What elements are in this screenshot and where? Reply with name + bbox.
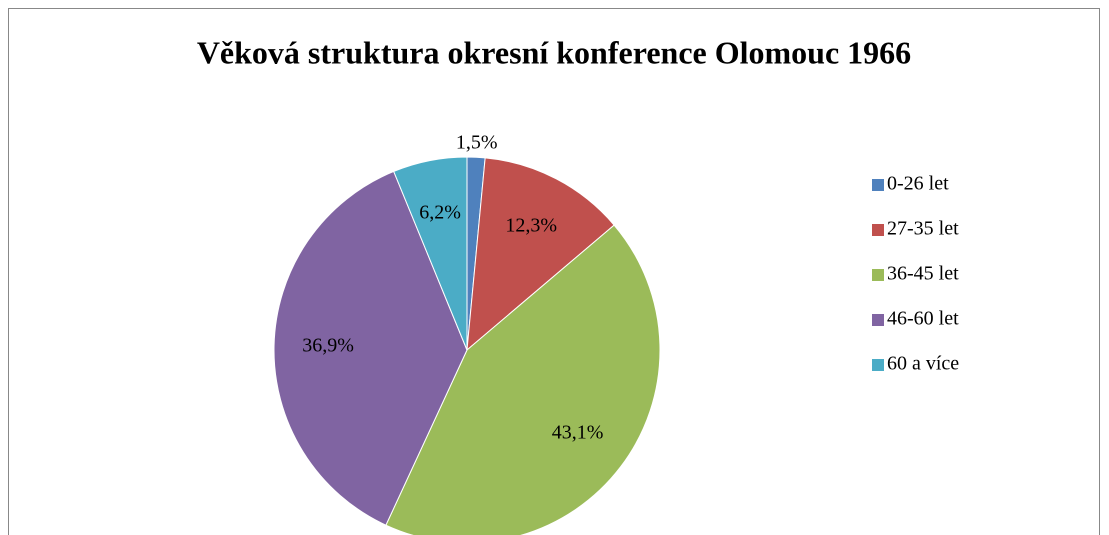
legend-swatch <box>872 314 884 326</box>
pie-slice <box>385 224 661 535</box>
legend-label: 27-35 let <box>887 218 959 240</box>
chart-title: Věková struktura okresní konference Olom… <box>197 34 911 70</box>
data-label: 43,1% <box>552 422 604 444</box>
data-label: 6,2% <box>419 201 461 223</box>
legend-swatch <box>872 179 884 191</box>
pie-slice <box>466 157 615 352</box>
legend-swatch <box>872 359 884 371</box>
data-label: 36,9% <box>302 335 354 357</box>
legend-swatch <box>872 269 884 281</box>
legend-label: 60 a více <box>887 353 959 375</box>
data-label: 12,3% <box>505 214 557 236</box>
legend-label: 46-60 let <box>887 308 959 330</box>
legend-label: 36-45 let <box>887 263 959 285</box>
legend-label: 0-26 let <box>887 173 949 195</box>
legend-swatch <box>872 224 884 236</box>
pie-slice <box>393 156 468 351</box>
data-label: 1,5% <box>456 131 498 153</box>
pie-slice <box>273 170 468 526</box>
